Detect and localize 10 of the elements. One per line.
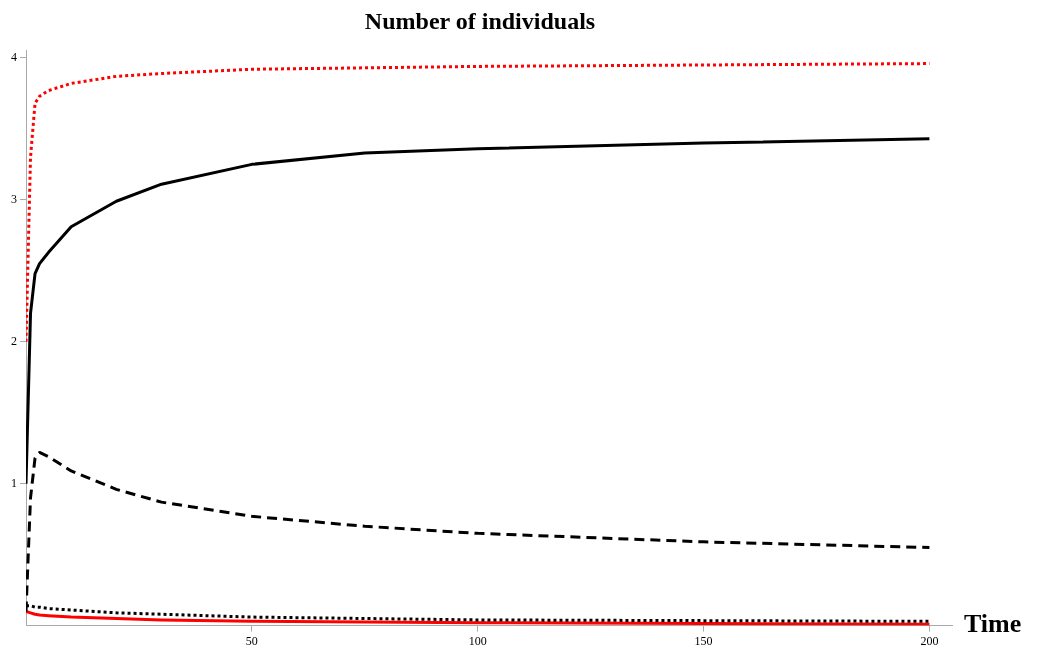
x-tick-label: 50 [245, 633, 258, 648]
y-tick-label: 2 [11, 333, 17, 348]
y-tick-label: 3 [11, 191, 17, 206]
y-tick-label: 1 [11, 475, 17, 490]
chart-title: Number of individuals [364, 7, 596, 34]
x-axis-title: Time [964, 609, 1022, 639]
x-tick-label: 200 [920, 633, 939, 648]
x-tick-label: 150 [694, 633, 713, 648]
y-tick-label: 4 [11, 50, 17, 65]
x-tick-label: 100 [468, 633, 487, 648]
